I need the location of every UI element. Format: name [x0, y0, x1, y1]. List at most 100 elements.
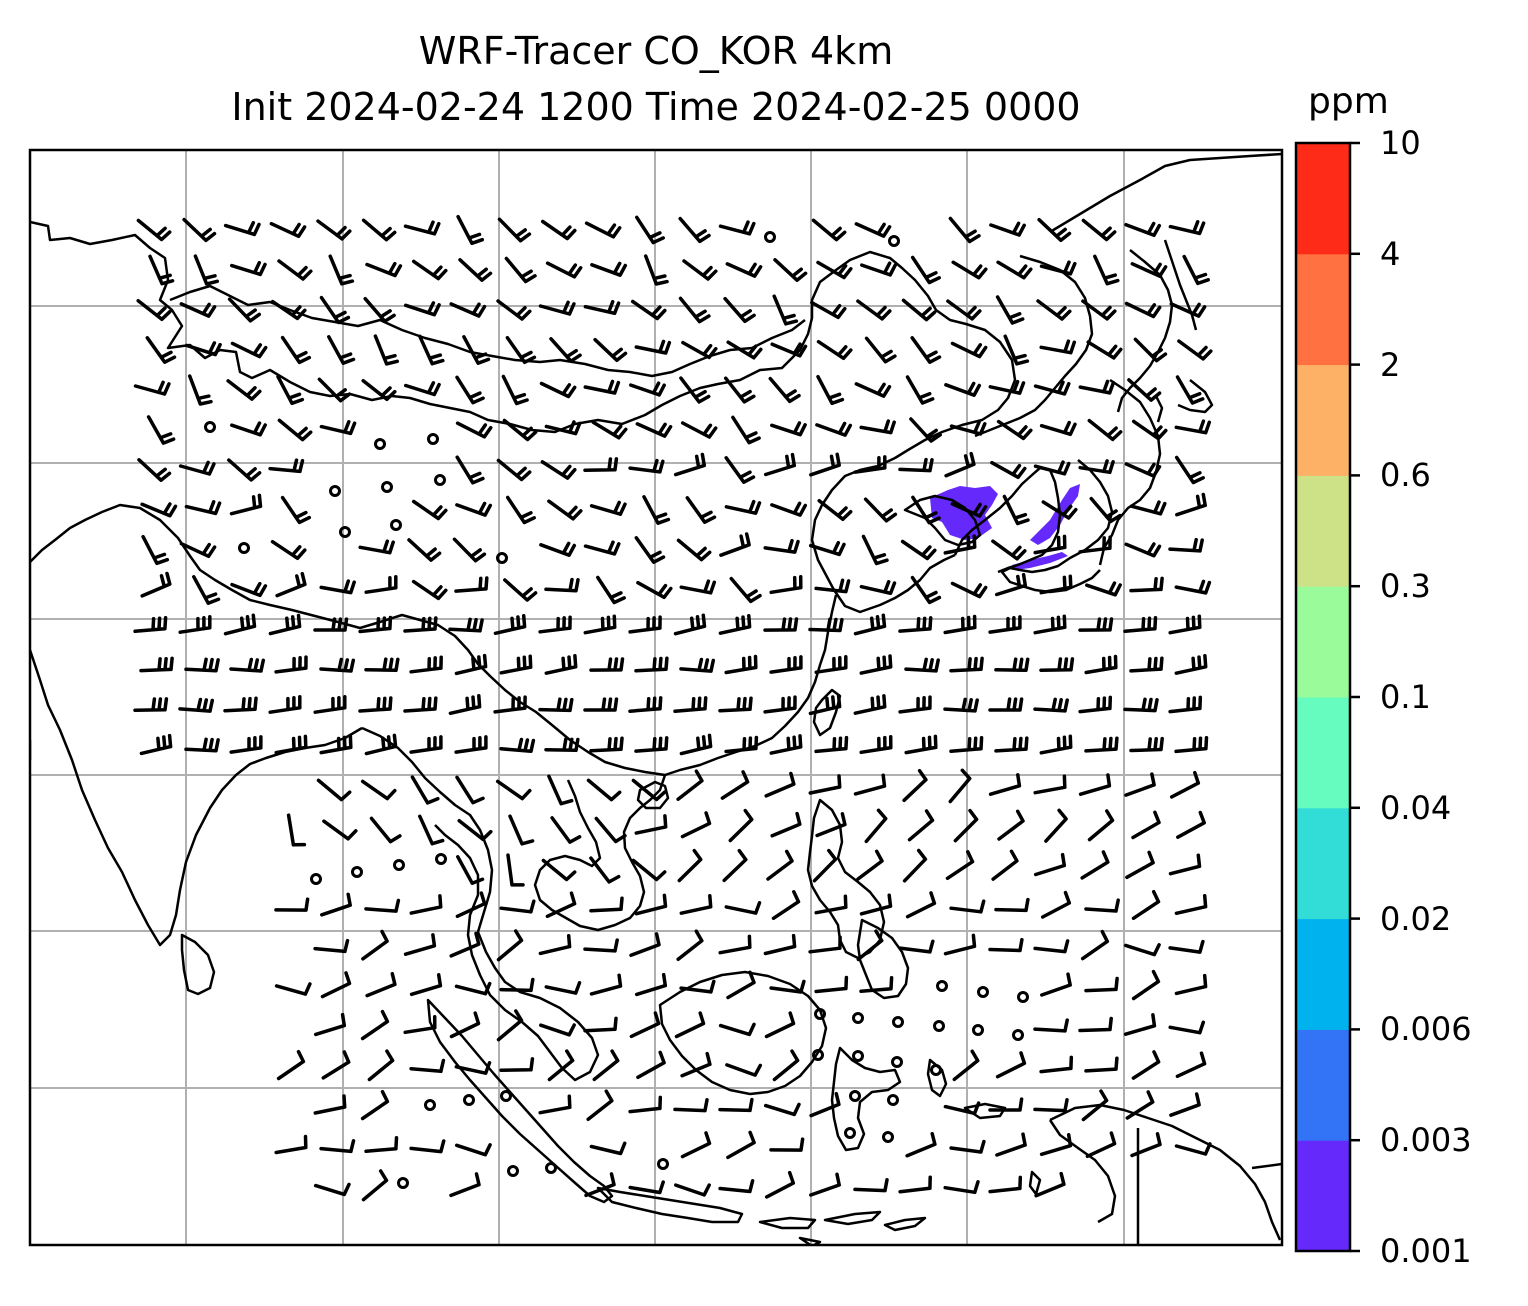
wind-barb	[1124, 542, 1162, 558]
wind-barb	[495, 779, 532, 801]
wind-barb	[313, 1182, 351, 1197]
wind-barb	[630, 299, 667, 321]
wind-barb	[718, 934, 752, 955]
wind-barb	[863, 497, 898, 523]
wind-barb	[1033, 1018, 1069, 1033]
wind-barb	[772, 294, 799, 326]
wind-barb	[1085, 581, 1122, 597]
wind-barb	[541, 858, 577, 882]
wind-barb	[1177, 339, 1213, 361]
calm-wind-marker	[507, 1165, 519, 1177]
colorbar-tick-label: 4	[1380, 234, 1401, 273]
colorbar-segment	[1296, 1029, 1350, 1141]
wind-barb	[319, 657, 356, 673]
wind-barb	[898, 695, 932, 714]
wind-barb	[1033, 697, 1069, 713]
wind-barb	[718, 1022, 756, 1037]
calm-wind-marker	[814, 1008, 826, 1020]
wind-barb	[680, 1051, 712, 1078]
wind-barb	[590, 261, 628, 277]
wind-barb	[499, 977, 535, 993]
wind-barb	[718, 614, 752, 635]
wind-barb	[538, 933, 572, 956]
wind-barb	[364, 657, 400, 673]
wind-barb	[313, 938, 350, 954]
wind-barb	[898, 1175, 932, 1194]
wind-barb	[457, 818, 493, 842]
wind-barb	[642, 495, 671, 525]
wind-barb	[859, 579, 897, 596]
wind-barb	[808, 774, 842, 795]
wind-barb	[764, 1170, 796, 1199]
wind-barb	[634, 339, 672, 355]
wind-barb	[367, 1049, 395, 1082]
wind-barb	[539, 1023, 576, 1037]
wind-barb	[544, 737, 580, 753]
wind-barb	[726, 1130, 756, 1160]
wind-barb	[493, 613, 527, 636]
wind-barb	[770, 421, 807, 437]
wind-barb	[274, 655, 308, 674]
wind-barb	[496, 929, 524, 962]
wind-barb	[726, 970, 756, 1000]
wind-barb	[853, 1178, 889, 1193]
wind-barb	[994, 736, 1029, 753]
wind-barb	[538, 1094, 572, 1115]
wind-barb	[902, 848, 928, 883]
colorbar-segment	[1296, 1140, 1350, 1252]
wind-barb	[179, 541, 217, 559]
colorbar-segment	[1296, 475, 1350, 587]
wind-barb	[814, 975, 849, 994]
wind-barb	[454, 653, 488, 676]
calm-wind-marker	[393, 859, 405, 871]
calm-wind-marker	[891, 1056, 903, 1068]
wind-barb	[769, 1137, 805, 1152]
wind-barb	[1131, 969, 1161, 1001]
wind-barb	[679, 733, 713, 756]
wind-barb	[1174, 973, 1208, 996]
colorbar-tick-label: 0.02	[1380, 899, 1452, 938]
calm-wind-marker	[888, 235, 900, 247]
colorbar-segment	[1296, 918, 1350, 1030]
wind-barb	[583, 697, 619, 712]
wind-barb	[504, 256, 537, 284]
wind-barb	[227, 458, 262, 482]
wind-barb	[1124, 221, 1162, 238]
wind-barb	[589, 500, 627, 516]
colorbar-tick-label: 0.04	[1380, 788, 1452, 827]
wind-barb	[861, 534, 889, 566]
wind-barb	[140, 571, 172, 598]
wind-barb	[270, 299, 307, 321]
wind-barb	[991, 849, 1019, 881]
calm-wind-marker	[930, 1064, 942, 1076]
wind-barb	[455, 775, 485, 805]
wind-barb	[949, 899, 986, 914]
wind-barb	[322, 819, 358, 841]
map-frame	[28, 148, 1284, 1247]
wind-barb	[1174, 654, 1208, 675]
wind-barb	[949, 420, 987, 436]
wind-barb	[949, 656, 984, 673]
wind-barb	[547, 774, 574, 806]
wind-barb	[910, 255, 941, 285]
wind-barb	[809, 452, 841, 477]
wind-barb	[719, 532, 751, 557]
wind-barb	[1175, 1051, 1207, 1079]
wind-barb	[769, 979, 806, 994]
wind-barb	[629, 381, 666, 397]
wind-barb	[634, 893, 668, 916]
wind-barb	[953, 808, 979, 843]
wind-barb	[545, 261, 583, 279]
wind-barb	[1084, 976, 1119, 993]
wind-barb	[505, 335, 537, 365]
wind-barb	[455, 421, 493, 439]
wind-barb	[1078, 773, 1112, 796]
wind-barb	[945, 850, 975, 881]
wind-barb	[685, 496, 717, 524]
wind-barb	[1123, 697, 1159, 713]
wind-barb	[812, 848, 838, 883]
wind-barb	[815, 421, 853, 437]
wind-barb	[718, 696, 753, 713]
wind-barb	[1168, 939, 1205, 954]
wind-barb	[673, 1098, 709, 1113]
